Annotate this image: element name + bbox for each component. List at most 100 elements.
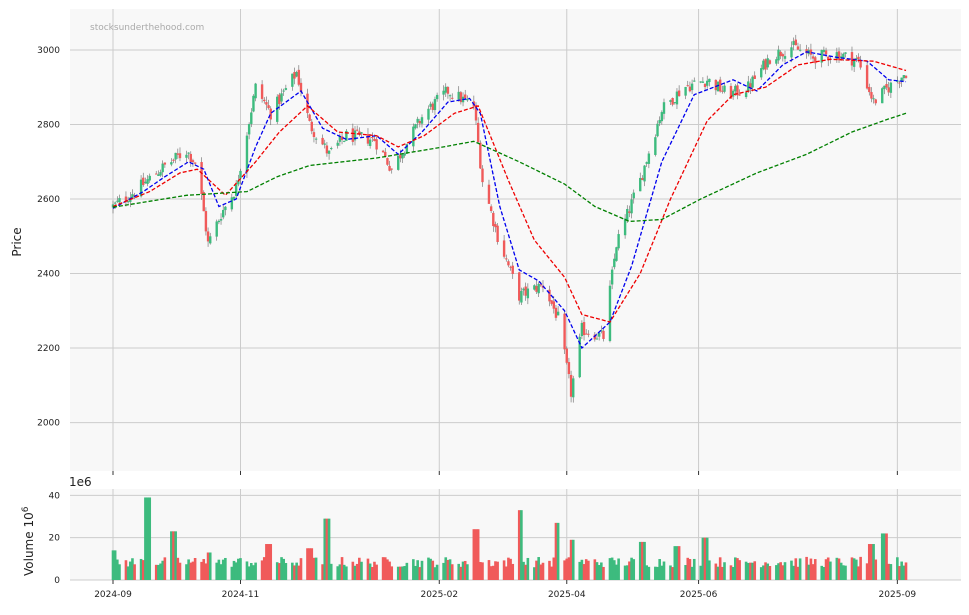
volume-bar	[358, 557, 361, 580]
volume-bar	[612, 560, 616, 580]
volume-bar	[811, 564, 815, 580]
volume-bar	[327, 518, 331, 580]
candle-body	[623, 218, 627, 236]
volume-bar	[511, 563, 515, 580]
volume-bar	[904, 562, 908, 580]
candle-body	[613, 258, 616, 268]
candle-body	[442, 90, 445, 95]
volume-bar	[520, 510, 523, 580]
volume-bar	[176, 557, 180, 580]
volume-bar	[280, 557, 283, 580]
volume-bar	[658, 559, 661, 580]
candle-body	[133, 195, 136, 197]
candle-body	[148, 175, 151, 181]
volume-bar	[829, 561, 832, 580]
price-tick-label: 3000	[37, 46, 60, 56]
candle-body	[794, 39, 798, 46]
candle-body	[221, 209, 225, 218]
candle-body	[459, 92, 463, 103]
candle-body	[792, 41, 795, 45]
volume-bar	[245, 561, 249, 580]
candle-body	[669, 100, 672, 102]
moving-average-line	[112, 112, 907, 223]
volume-offset-label: 1e6	[69, 475, 92, 489]
candle-body	[693, 80, 696, 82]
volume-bar	[370, 566, 374, 580]
candle-body	[775, 59, 778, 64]
candle-body	[587, 333, 590, 335]
volume-bar	[850, 557, 854, 580]
volume-bar	[902, 565, 906, 580]
candle-body	[738, 94, 741, 96]
candle-body	[673, 102, 676, 104]
candle-body	[552, 301, 555, 309]
volume-bar	[597, 565, 601, 580]
candle-body	[654, 137, 657, 155]
volume-bar	[459, 566, 463, 580]
candle-body	[124, 196, 128, 202]
volume-bar	[885, 533, 888, 580]
volume-bar	[783, 562, 787, 580]
volume-bar	[178, 562, 182, 580]
x-tick-labels: 2024-09 2024-11 2025-02 2025-04 2025-06 2025-…	[94, 471, 916, 600]
candle-body	[206, 231, 210, 242]
moving-average-line	[112, 51, 907, 350]
volume-bar	[842, 565, 845, 580]
volume-bar	[405, 562, 409, 580]
candle-body	[343, 140, 346, 142]
volume-bar	[113, 550, 117, 580]
volume-bar	[232, 560, 236, 580]
candle-body	[714, 79, 718, 91]
volume-bar	[399, 566, 402, 580]
candle-body	[835, 52, 839, 59]
candle-body	[608, 285, 612, 341]
volume-bar	[768, 566, 772, 580]
volume-bar	[312, 557, 316, 580]
volume-bar	[867, 544, 871, 580]
volume-bar	[569, 539, 573, 580]
candle-body	[429, 103, 432, 107]
volume-bar	[340, 557, 344, 580]
candle-body	[496, 225, 499, 242]
volume-bar	[224, 557, 227, 580]
volume-bar	[321, 564, 324, 580]
volume-bar	[632, 559, 636, 580]
candle-body	[489, 206, 493, 212]
volume-bar	[751, 562, 754, 580]
volume-bar	[373, 561, 376, 580]
volume-bar	[705, 537, 709, 580]
volume-bar	[144, 497, 147, 580]
volume-bar	[565, 558, 569, 580]
candle-body	[234, 184, 238, 196]
volume-bar	[418, 567, 422, 580]
volume-bar	[170, 531, 173, 580]
candle-body	[263, 99, 266, 102]
candle-body	[375, 139, 378, 150]
volume-bar	[638, 541, 642, 580]
candle-body	[850, 52, 854, 66]
volume-bar	[537, 557, 540, 580]
candle-body	[887, 87, 890, 93]
price-tick-label: 2000	[37, 419, 60, 429]
candle-body	[567, 362, 571, 375]
volume-bar	[507, 557, 510, 580]
candle-body	[615, 247, 618, 261]
candle-body	[511, 265, 514, 274]
volume-bar	[386, 559, 389, 580]
candle-body	[126, 201, 130, 203]
candle-body	[630, 199, 633, 214]
volume-bar	[584, 559, 588, 580]
volume-bar	[887, 563, 891, 580]
candle-body	[247, 124, 251, 135]
volume-bar	[766, 563, 770, 580]
volume-bar	[699, 565, 703, 580]
volume-bar	[457, 563, 461, 580]
candle-body	[230, 197, 234, 210]
candle-body	[550, 300, 553, 304]
candle-body	[563, 313, 566, 350]
volume-bar	[736, 558, 739, 580]
candle-body	[617, 234, 620, 249]
candle-body	[548, 289, 551, 302]
candle-body	[539, 284, 543, 286]
